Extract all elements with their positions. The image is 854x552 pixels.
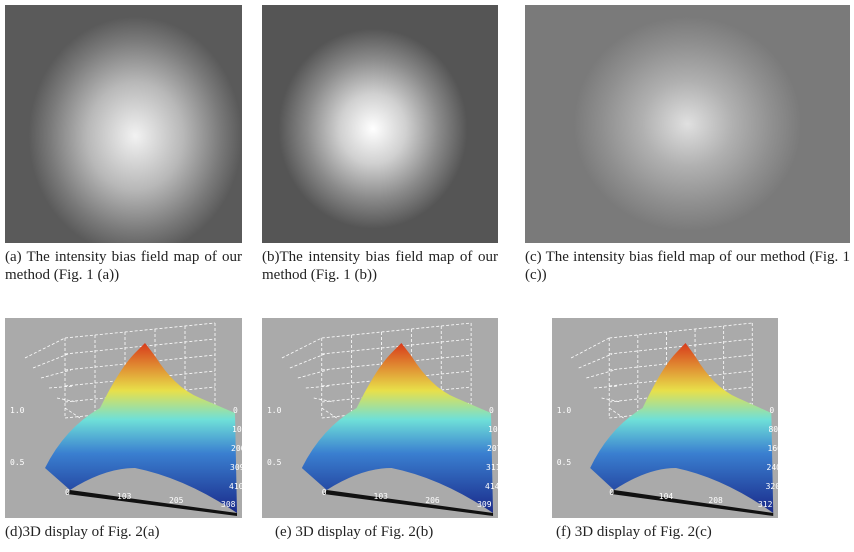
tick-label: 311 — [486, 463, 501, 472]
surface-plot: 1.0 0.5 0 104 208 312 416 0 80 160 240 320 — [552, 318, 822, 518]
plot-shape — [64, 407, 81, 419]
plot-shape — [578, 353, 613, 369]
plot-shape — [601, 397, 621, 403]
tick-label: 312 — [757, 500, 773, 509]
tick-label: 0 — [489, 406, 494, 415]
plot-shape — [56, 397, 78, 403]
tick-label: 1.0 — [10, 406, 25, 415]
tick-label: 410 — [229, 482, 244, 491]
surface-plot: 1.0 0.5 0 103 206 309 412 0 104 207 311 414 — [262, 318, 543, 518]
plot-shape — [608, 407, 624, 419]
plot-shape — [593, 385, 618, 389]
plot-shape — [305, 385, 331, 389]
plot-shape — [323, 490, 494, 516]
tick-label: 416 — [807, 504, 822, 513]
tick-label: 206 — [231, 444, 246, 453]
plot-shape — [40, 369, 72, 379]
plot-shape — [590, 343, 774, 513]
tick-label: 0 — [233, 406, 238, 415]
bias-map-c — [525, 5, 850, 243]
surface-plot-svg — [5, 318, 242, 518]
caption: (a) The intensity bias field map of our … — [5, 249, 242, 283]
caption: (d)3D display of Fig. 2(a) — [5, 524, 160, 540]
plot-shape — [64, 322, 216, 339]
surface-plot: 1.0 0.5 0 103 205 308 0 103 206 309 410 — [5, 318, 246, 518]
tick-label: 103 — [373, 492, 388, 501]
plot-shape — [611, 490, 774, 516]
plot-shape — [301, 343, 494, 513]
plot-shape — [64, 338, 216, 355]
bias-map-b — [262, 5, 498, 243]
plot-shape — [609, 322, 753, 339]
caption: (e) 3D display of Fig. 2(b) — [275, 524, 434, 540]
tick-label: 208 — [708, 496, 723, 505]
tick-label: 1.0 — [556, 406, 572, 415]
plot-shape — [313, 397, 334, 403]
caption: (c) The intensity bias field map of our … — [525, 249, 850, 283]
tick-label: 103 — [232, 425, 247, 434]
tick-label: 308 — [221, 500, 236, 509]
caption: (b)The intensity bias field map of our m… — [262, 249, 498, 283]
plot-shape — [609, 338, 753, 355]
tick-label: 0 — [65, 488, 70, 497]
plot-shape — [321, 407, 337, 419]
plot-shape — [570, 337, 610, 359]
tick-label: 412 — [528, 504, 544, 513]
tick-label: 0.5 — [556, 458, 572, 467]
plot-shape — [67, 490, 237, 516]
tick-label: 103 — [117, 492, 132, 501]
tick-label: 309 — [230, 463, 245, 472]
surface-plot-svg — [262, 318, 498, 518]
tick-label: 320 — [765, 482, 781, 491]
plot-shape — [297, 369, 328, 379]
tick-label: 207 — [487, 444, 502, 453]
plot-shape — [281, 337, 322, 359]
plot-shape — [321, 338, 472, 355]
tick-label: 104 — [658, 492, 674, 501]
tick-label: 0 — [609, 488, 615, 497]
tick-label: 104 — [488, 425, 503, 434]
plot-shape — [48, 385, 75, 389]
tick-label: 309 — [477, 500, 492, 509]
tick-label: 0.5 — [10, 458, 25, 467]
tick-label: 1.0 — [266, 406, 282, 415]
tick-label: 0.5 — [266, 458, 282, 467]
plot-shape — [32, 353, 69, 369]
plot-shape — [321, 322, 472, 339]
tick-label: 205 — [169, 496, 184, 505]
tick-label: 0 — [769, 406, 775, 415]
plot-shape — [45, 343, 237, 513]
tick-label: 80 — [768, 425, 779, 434]
plot-shape — [24, 337, 66, 359]
tick-label: 240 — [766, 463, 781, 472]
tick-label: 206 — [425, 496, 440, 505]
tick-label: 414 — [485, 482, 500, 491]
bias-map-a — [5, 5, 242, 243]
plot-shape — [289, 353, 325, 369]
tick-label: 0 — [321, 488, 327, 497]
caption: (f) 3D display of Fig. 2(c) — [556, 524, 712, 540]
tick-label: 160 — [767, 444, 782, 453]
surface-plot-svg — [552, 318, 778, 518]
